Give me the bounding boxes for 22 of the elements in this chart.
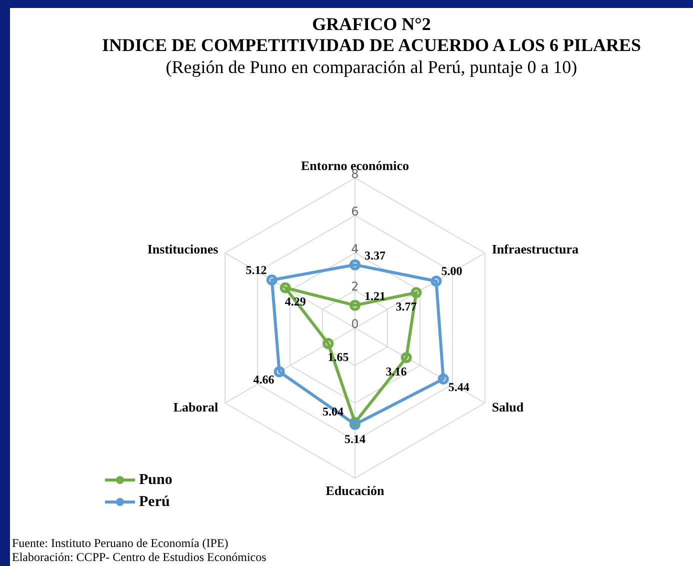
- spoke-label: Laboral: [173, 400, 219, 415]
- source-note: Fuente: Instituto Peruano de Economía (IPE): [12, 536, 230, 550]
- data-label: 5.44: [448, 380, 470, 394]
- data-label: 3.37: [364, 248, 386, 263]
- data-label: 5.00: [441, 264, 462, 278]
- spoke-label: Infraestructura: [492, 242, 579, 257]
- y-tick-label: 0: [351, 317, 359, 331]
- y-tick-label: 2: [351, 280, 359, 294]
- data-label: 1.21: [364, 289, 386, 304]
- data-label: 5.14: [344, 432, 366, 446]
- y-tick-label: 4: [351, 242, 359, 256]
- spoke-label: Educación: [326, 483, 386, 498]
- data-label: 5.12: [246, 262, 267, 277]
- legend-label: Perú: [139, 493, 170, 512]
- spoke-label: Instituciones: [147, 242, 218, 257]
- legend-label: Puno: [139, 471, 172, 490]
- data-label: 4.66: [253, 372, 274, 386]
- spoke-label: Salud: [492, 400, 524, 415]
- chart-title: GRAFICO N°2 INDICE DE COMPETITIVIDAD DE ACUERDO A LOS 6 PILARES: [100, 14, 642, 56]
- y-tick-label: 6: [351, 204, 359, 218]
- chart-subtitle: (Región de Puno en comparación al Perú, puntaje 0 a 10): [164, 56, 578, 78]
- text: Elaboración: CCPP- Centro de Estudios Económicos: [12, 550, 266, 564]
